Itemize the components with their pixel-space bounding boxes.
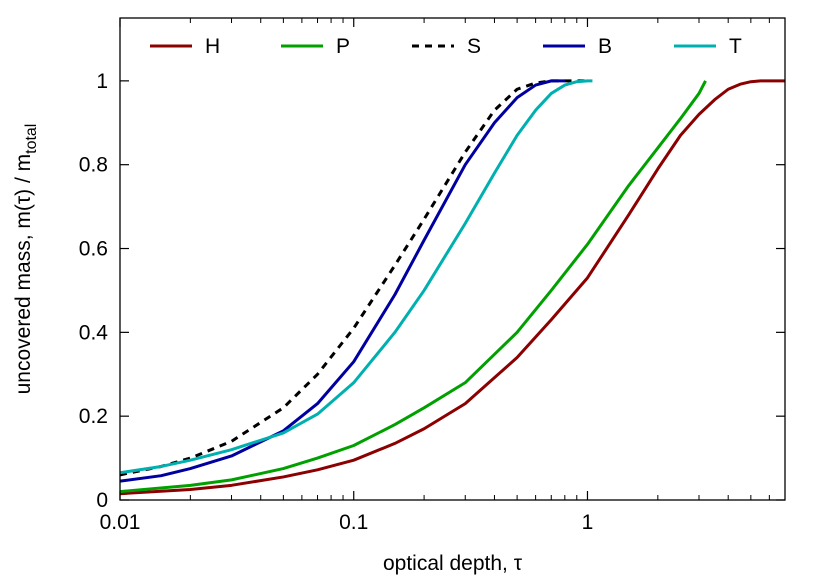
series-line-T — [119, 79, 593, 475]
legend-label-T: T — [729, 35, 742, 58]
series-line-P — [119, 80, 707, 494]
x-tick-label: 0.1 — [339, 511, 368, 534]
legend-label-S: S — [467, 35, 481, 58]
y-axis-label-main: uncovered mass, m(τ) / m — [12, 154, 35, 395]
x-axis-label: optical depth, τ — [383, 552, 523, 575]
y-tick-label: 0.6 — [79, 238, 108, 261]
y-axis-label: uncovered mass, m(τ) / mtotal — [12, 124, 40, 395]
x-tick-label: 0.01 — [100, 511, 141, 534]
series-line-S — [119, 79, 588, 477]
legend-label-B: B — [598, 35, 612, 58]
y-tick-label: 0 — [96, 489, 108, 512]
tick-marks — [119, 18, 786, 501]
y-tick-label: 1 — [96, 70, 108, 93]
series-line-H — [119, 79, 785, 496]
y-tick-label: 0.4 — [79, 321, 109, 344]
legend-label-P: P — [336, 35, 350, 58]
plot-frame — [119, 17, 786, 501]
legend-label-H: H — [205, 35, 220, 58]
y-tick-label: 0.8 — [79, 154, 108, 177]
y-axis-label-subscript: total — [23, 124, 40, 154]
series-lines — [119, 79, 785, 496]
y-tick-label: 0.2 — [79, 405, 108, 428]
tick-labels: 0 0.2 0.4 0.6 0.8 1 0.01 0.1 1 — [79, 70, 594, 534]
series-line-B — [119, 79, 565, 483]
x-tick-label: 1 — [582, 511, 594, 534]
